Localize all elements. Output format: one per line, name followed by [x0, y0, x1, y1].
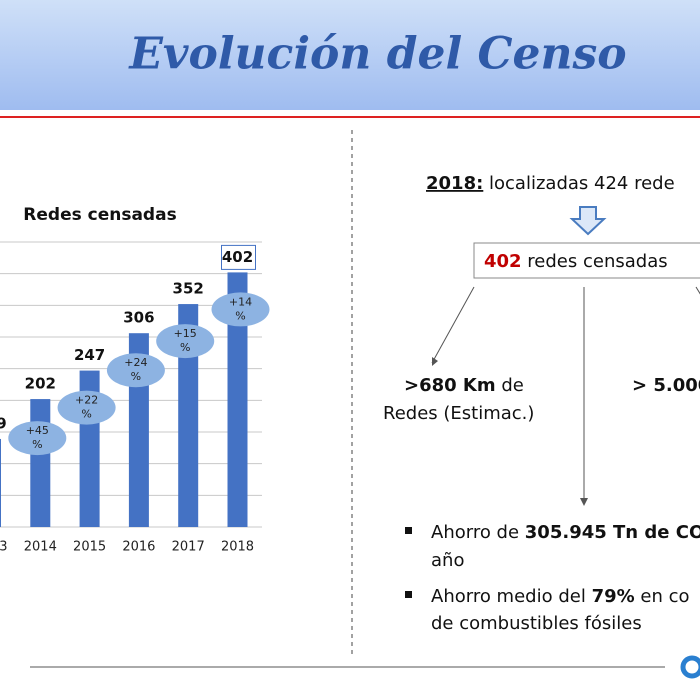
growth-bubble — [156, 324, 215, 359]
chart-title: Redes censadas — [23, 205, 176, 225]
growth-bubble — [106, 353, 165, 388]
x-tick-label: 2013 — [0, 540, 8, 555]
growth-label: % — [131, 370, 141, 383]
growth-label: % — [32, 438, 42, 451]
summary-year: 2018: — [426, 173, 483, 194]
bar — [178, 304, 199, 527]
x-tick-label: 2014 — [24, 540, 57, 555]
bullet-text: Ahorro de — [431, 522, 525, 543]
bullet-line2: de combustibles fósiles — [431, 613, 642, 634]
result-text: de — [496, 375, 524, 396]
growth-label: +45 — [26, 424, 49, 437]
growth-label: +24 — [124, 356, 147, 369]
growth-bubble — [57, 390, 116, 425]
header-band — [0, 0, 700, 110]
bullet-text: en co — [635, 586, 690, 607]
growth-label: +14 — [229, 295, 252, 308]
bullet — [405, 527, 412, 534]
x-tick-label: 2017 — [172, 540, 205, 555]
growth-label: +15 — [174, 327, 197, 340]
count-text: redes censadas — [522, 251, 668, 272]
logo — [680, 655, 700, 679]
growth-label: +22 — [75, 394, 98, 407]
growth-label: % — [180, 341, 190, 354]
arrow-head — [432, 357, 438, 366]
bar — [227, 272, 248, 527]
value-label: 202 — [25, 375, 56, 393]
x-tick-label: 2016 — [122, 540, 155, 555]
result-bold: >680 Km — [404, 375, 496, 396]
count-box — [473, 242, 700, 279]
slide-title: Evolución del Censo — [127, 29, 626, 80]
x-tick-label: 2018 — [221, 540, 254, 555]
growth-bubble — [8, 421, 67, 456]
value-label: 247 — [74, 346, 105, 364]
value-label: 402 — [222, 248, 253, 266]
bullet-line: Ahorro medio del 79% en co — [431, 586, 690, 607]
bullet-bold: 305.945 Tn de CO — [525, 522, 700, 543]
value-label: 306 — [123, 309, 154, 327]
result: >680 Km de — [404, 375, 524, 396]
bar — [0, 438, 1, 527]
result-bold: > 5.000 — [632, 375, 700, 396]
summary: 2018: localizadas 424 rede 402 redes cen… — [383, 173, 700, 634]
bullet-text: Ahorro medio del — [431, 586, 592, 607]
summary-line: 2018: localizadas 424 rede — [426, 173, 675, 194]
result-line2: Redes (Estimac.) — [383, 403, 534, 424]
value-label: 352 — [173, 280, 204, 298]
summary-found: localizadas 424 rede — [483, 173, 674, 194]
x-tick-label: 2015 — [73, 540, 106, 555]
value-label-box — [221, 244, 256, 270]
bullet-bold: 79% — [592, 586, 635, 607]
count-line: 402 redes censadas — [484, 251, 668, 272]
down-arrow — [569, 206, 607, 236]
count: 402 — [484, 251, 522, 272]
bullet — [405, 591, 412, 598]
arrow-line — [431, 286, 475, 364]
value-label: 139 — [0, 414, 7, 432]
growth-label: % — [235, 309, 245, 322]
growth-label: % — [81, 408, 91, 421]
bullet-line2: año — [431, 550, 464, 571]
arrow-line — [695, 286, 700, 295]
arrow-head — [580, 498, 588, 506]
bar — [30, 399, 51, 527]
bar-chart: Redes censadas 0501001502002503003504004… — [0, 205, 270, 555]
growth-bubble — [211, 292, 270, 327]
bullet-line: Ahorro de 305.945 Tn de CO — [431, 522, 700, 543]
